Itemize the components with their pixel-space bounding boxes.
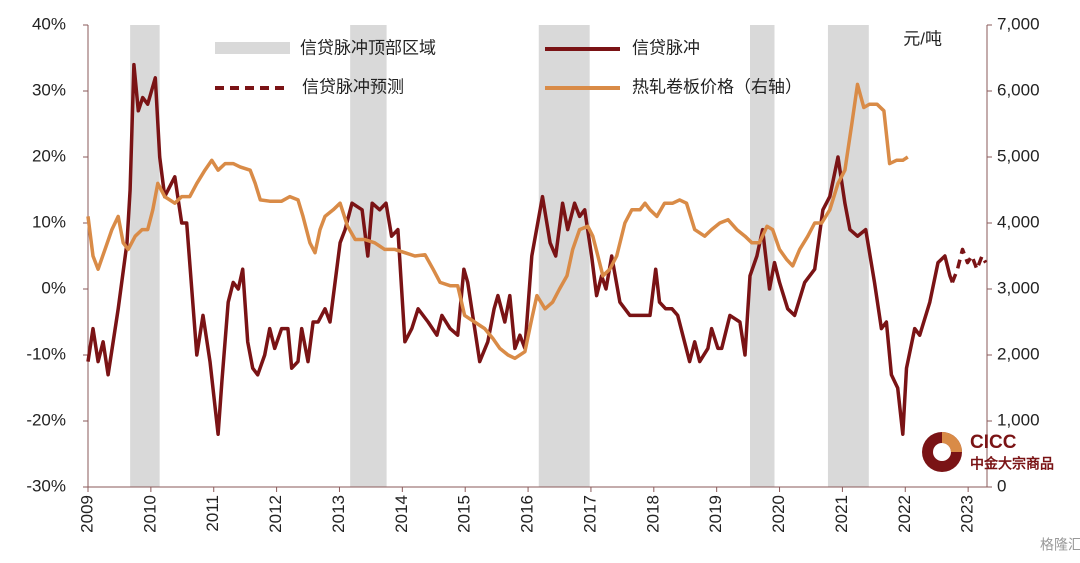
x-tick-label: 2017	[580, 495, 599, 533]
y-tick-label: 10%	[32, 212, 66, 231]
y-tick-label: 20%	[32, 146, 66, 165]
x-tick-label: 2010	[140, 495, 159, 533]
plot: -30% -20% -10% 0% 10% 20% 30% 40% 0 1,000 2,000 3,0…	[26, 14, 1039, 532]
y2-tick-label: 4,000	[997, 212, 1040, 231]
x-tick-label: 2014	[392, 495, 411, 533]
x-tick-label: 2013	[329, 495, 348, 533]
logo: CICC 中金大宗商品	[922, 432, 1054, 472]
x-tick-label: 2015	[455, 495, 474, 533]
series-line	[86, 82, 909, 361]
x-tick-label: 2011	[203, 495, 222, 532]
y-tick-label: 30%	[32, 80, 66, 99]
logo-name: 中金大宗商品	[970, 456, 1054, 472]
band	[538, 25, 590, 487]
y2-tick-label: 7,000	[997, 14, 1040, 33]
y-tick-label: -20%	[26, 410, 66, 429]
legend-label: 信贷脉冲	[632, 38, 700, 57]
legend-label: 信贷脉冲预测	[302, 77, 404, 96]
watermark: 格隆汇	[1040, 537, 1080, 553]
band	[749, 25, 775, 487]
y2-tick-label: 1,000	[997, 410, 1040, 429]
x-tick-label: 2018	[643, 495, 662, 533]
series-line	[950, 247, 988, 284]
x-tick-label: 2020	[769, 495, 788, 533]
y-tick-label: 40%	[32, 14, 66, 33]
x-tick-label: 2012	[266, 495, 285, 533]
y-tick-label: -10%	[26, 344, 66, 363]
y-tick-label: -30%	[26, 476, 66, 495]
y2-tick-label: 3,000	[997, 278, 1040, 297]
x-tick-label: 2016	[518, 495, 537, 533]
logo-mark: CICC	[970, 432, 1017, 453]
x-tick-label: 2009	[77, 495, 96, 533]
series-line	[86, 62, 955, 436]
logo-hole	[933, 443, 951, 461]
legend-swatch	[215, 42, 290, 54]
x-tick-label: 2019	[706, 495, 725, 533]
y2-tick-label: 2,000	[997, 344, 1040, 363]
band	[827, 25, 869, 487]
x-tick-label: 2021	[832, 495, 851, 533]
legend-label: 信贷脉冲顶部区域	[300, 38, 436, 57]
y2-tick-label: 0	[997, 476, 1006, 495]
legend-label: 热轧卷板价格（右轴）	[632, 77, 802, 96]
x-tick-label: 2022	[895, 495, 914, 533]
x-tick-label: 2023	[958, 495, 977, 533]
y2-tick-label: 6,000	[997, 80, 1040, 99]
y-tick-label: 0%	[41, 278, 66, 297]
logo-quarter	[942, 432, 962, 452]
y2-unit: 元/吨	[903, 29, 942, 48]
y2-tick-label: 5,000	[997, 146, 1040, 165]
